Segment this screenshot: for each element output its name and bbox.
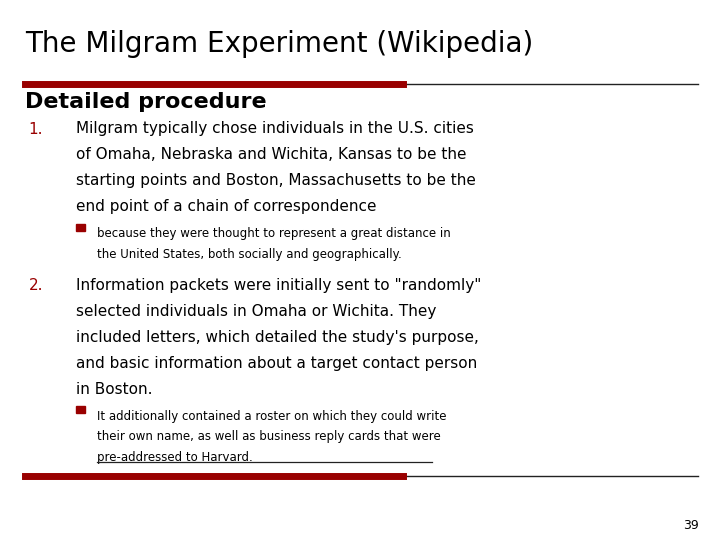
Bar (76, 406, 85, 414)
Text: their own name, as well as business reply cards that were: their own name, as well as business repl… (97, 430, 441, 443)
Text: in Boston.: in Boston. (76, 382, 152, 397)
Text: Detailed procedure: Detailed procedure (25, 92, 267, 112)
Text: 1.: 1. (29, 122, 43, 137)
Text: because they were thought to represent a great distance in: because they were thought to represent a… (97, 227, 451, 240)
Text: and basic information about a target contact person: and basic information about a target con… (76, 356, 477, 371)
Text: Milgram typically chose individuals in the U.S. cities: Milgram typically chose individuals in t… (76, 122, 474, 137)
Text: The Milgram Experiment (Wikipedia): The Milgram Experiment (Wikipedia) (25, 30, 534, 58)
Text: end point of a chain of correspondence: end point of a chain of correspondence (76, 199, 376, 214)
Text: selected individuals in Omaha or Wichita. They: selected individuals in Omaha or Wichita… (76, 304, 436, 319)
Text: of Omaha, Nebraska and Wichita, Kansas to be the: of Omaha, Nebraska and Wichita, Kansas t… (76, 147, 466, 163)
Text: 39: 39 (683, 519, 698, 532)
Text: pre-addressed to Harvard.: pre-addressed to Harvard. (97, 451, 253, 464)
Text: It additionally contained a roster on which they could write: It additionally contained a roster on wh… (97, 410, 446, 423)
Text: starting points and Boston, Massachusetts to be the: starting points and Boston, Massachusett… (76, 173, 475, 188)
Text: Information packets were initially sent to "randomly": Information packets were initially sent … (76, 278, 481, 293)
Text: 2.: 2. (29, 278, 43, 293)
Text: included letters, which detailed the study's purpose,: included letters, which detailed the stu… (76, 330, 479, 345)
Bar (76, 224, 85, 231)
Text: the United States, both socially and geographically.: the United States, both socially and geo… (97, 248, 402, 261)
